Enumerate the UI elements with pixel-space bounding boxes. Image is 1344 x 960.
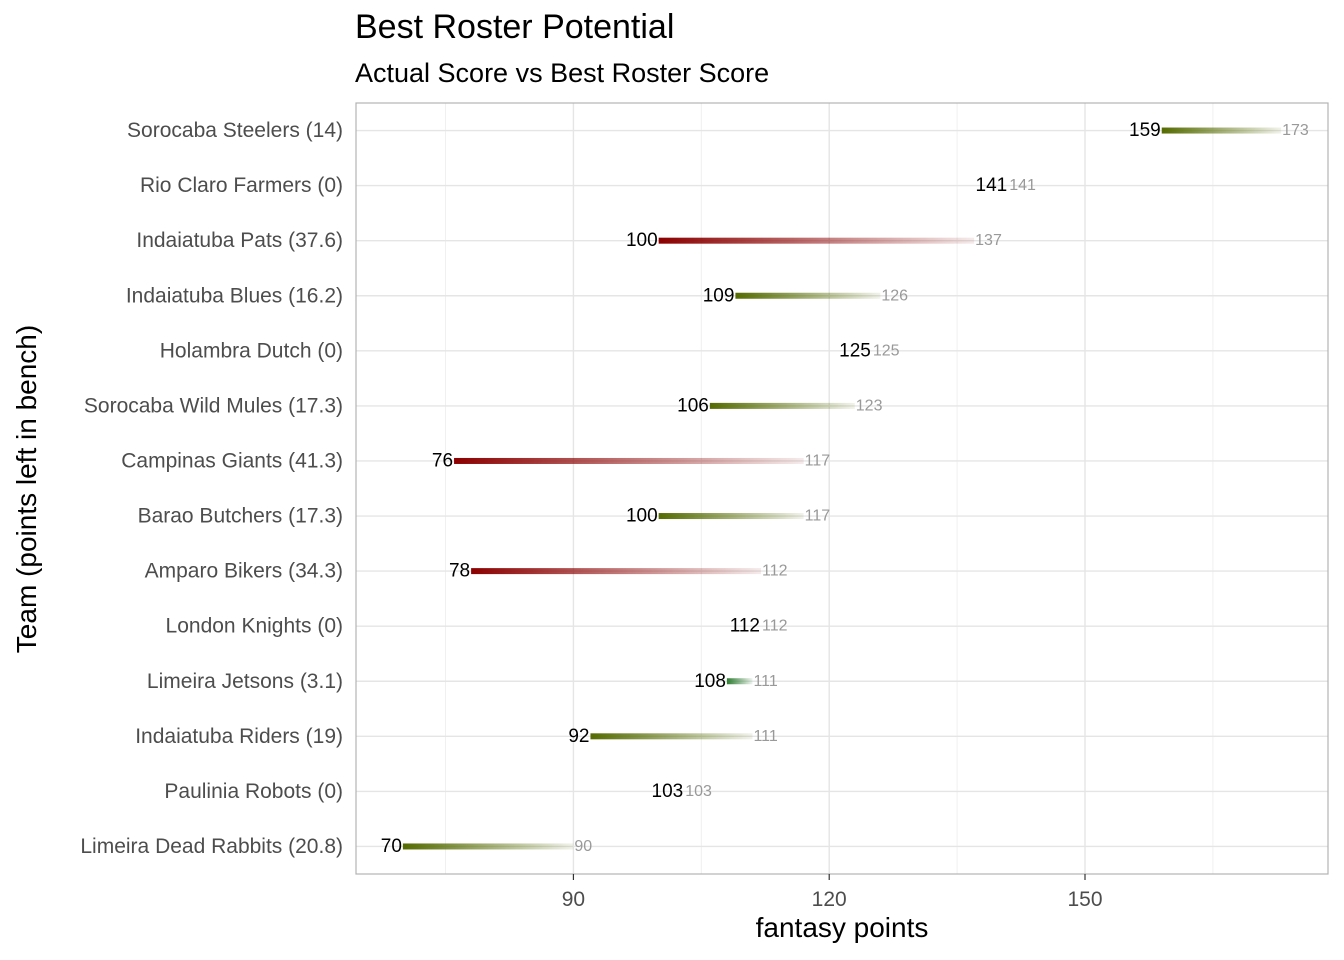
y-tick-label: Limeira Jetsons (3.1) — [147, 670, 343, 693]
y-tick-label: Sorocaba Steelers (14) — [127, 119, 343, 142]
chart-title: Best Roster Potential — [355, 8, 675, 46]
best-score-label: 103 — [685, 783, 712, 800]
best-score-label: 112 — [762, 563, 788, 580]
score-gap-bar — [658, 513, 804, 520]
score-gap-bar — [658, 237, 975, 244]
score-gap-bar — [590, 733, 753, 740]
actual-score-label: 100 — [626, 230, 658, 251]
x-tick-label: 150 — [1067, 888, 1102, 911]
y-tick-label: Rio Claro Farmers (0) — [140, 174, 343, 197]
y-tick-label: London Knights (0) — [166, 615, 343, 638]
y-tick-label: Campinas Giants (41.3) — [121, 449, 343, 472]
x-tick-label: 120 — [812, 888, 847, 911]
best-score-label: 111 — [753, 728, 777, 745]
best-score-label: 117 — [805, 508, 831, 525]
actual-score-label: 159 — [1129, 120, 1161, 141]
best-score-label: 111 — [753, 673, 777, 690]
best-score-label: 117 — [805, 452, 831, 469]
best-score-label: 173 — [1282, 122, 1309, 139]
y-tick-label: Holambra Dutch (0) — [160, 339, 343, 362]
y-tick-label: Paulinia Robots (0) — [164, 780, 343, 803]
actual-score-label: 92 — [568, 726, 589, 747]
y-tick-label: Sorocaba Wild Mules (17.3) — [84, 394, 343, 417]
x-axis-label: fantasy points — [755, 912, 929, 943]
best-score-label: 112 — [762, 618, 788, 635]
best-score-label: 126 — [881, 287, 908, 304]
score-gap-bar — [454, 457, 804, 464]
x-tick-label: 90 — [562, 888, 585, 911]
y-tick-label: Barao Butchers (17.3) — [138, 505, 343, 528]
score-gap-bar — [735, 292, 881, 299]
y-tick-label: Limeira Dead Rabbits (20.8) — [80, 835, 343, 858]
actual-score-label: 109 — [703, 285, 735, 306]
best-score-label: 141 — [1009, 177, 1036, 194]
best-score-label: 125 — [873, 342, 900, 359]
panel-border — [355, 102, 1329, 875]
y-tick-label: Indaiatuba Riders (19) — [135, 725, 343, 748]
best-score-label: 123 — [856, 397, 883, 414]
y-tick-label: Amparo Bikers (34.3) — [145, 560, 343, 583]
actual-score-label: 100 — [626, 506, 658, 527]
score-gap-bar — [726, 678, 753, 685]
y-tick-label: Indaiatuba Pats (37.6) — [136, 229, 343, 252]
actual-score-label: 76 — [432, 450, 453, 471]
score-gap-bar — [402, 843, 574, 850]
chart-subtitle: Actual Score vs Best Roster Score — [355, 58, 770, 88]
actual-score-label: 112 — [730, 616, 760, 637]
score-gap-bar — [1161, 127, 1282, 134]
actual-score-label: 103 — [652, 781, 684, 802]
actual-score-label: 70 — [381, 836, 402, 857]
actual-score-label: 78 — [449, 561, 470, 582]
best-score-label: 90 — [574, 838, 592, 855]
actual-score-label: 141 — [976, 175, 1008, 196]
y-axis-label: Team (points left in bench) — [11, 324, 42, 654]
actual-score-label: 108 — [694, 671, 726, 692]
y-tick-label: Indaiatuba Blues (16.2) — [126, 284, 343, 307]
best-score-label: 137 — [975, 232, 1002, 249]
actual-score-label: 125 — [839, 340, 871, 361]
score-gap-bar — [709, 402, 855, 409]
score-gap-bar — [471, 568, 761, 575]
actual-score-label: 106 — [677, 395, 709, 416]
